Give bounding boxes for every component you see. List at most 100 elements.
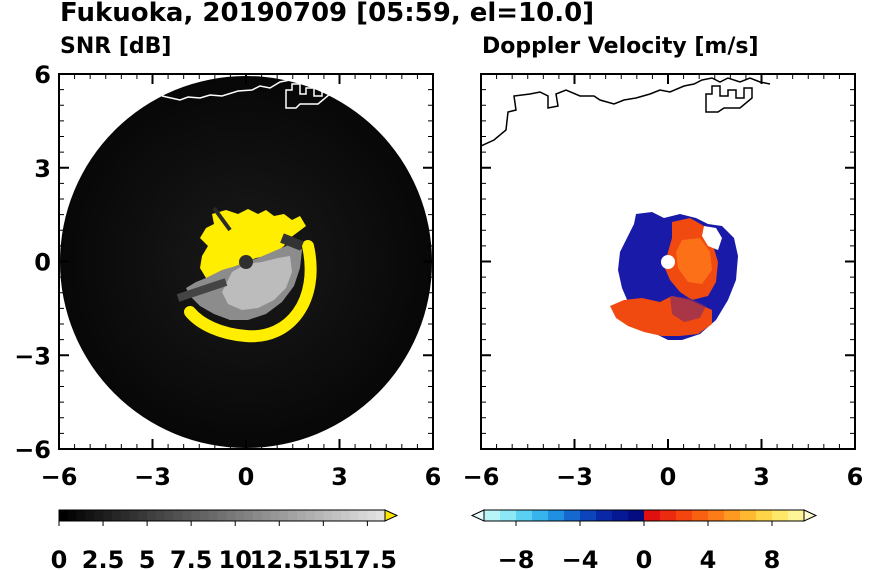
doppler-colorbar-swatch [644,510,661,521]
snr-colorbar-swatch [164,510,175,521]
doppler-colorbar-swatch [676,510,693,521]
doppler-colorbar-swatch [532,510,549,521]
doppler-x-tick-label: −3 [556,463,593,491]
doppler-x-tick-label: −6 [463,463,500,491]
doppler-colorbar-extend-arrow-min [470,509,485,522]
snr-yellow-ring [184,240,317,343]
doppler-radar-site [661,255,675,269]
doppler-colorbar-swatch [660,510,677,521]
snr-colorbar-swatch [252,510,263,521]
snr-x-tick-label: −6 [41,463,78,491]
doppler-colorbar-label: −8 [498,546,535,570]
doppler-colorbar-swatch [628,510,645,521]
snr-colorbar-swatch [138,510,148,521]
doppler-colorbar-swatch [548,510,565,521]
doppler-colorbar-swatch [724,510,741,521]
doppler-colorbar-label: −4 [562,546,599,570]
snr-colorbar-label: 10 [219,546,252,570]
snr-colorbar-swatch [155,510,166,521]
snr-axis-ticks: −6 −3 0 3 6 6 3 0 −3 −6 [14,61,441,491]
snr-colorbar-swatch [85,510,95,521]
snr-y-tick-label: −6 [14,436,51,464]
snr-y-tick-label: 6 [34,61,51,89]
snr-colorbar-swatch [376,510,386,521]
snr-colorbar-swatch [349,510,360,521]
snr-colorbar-swatch [94,510,104,521]
snr-colorbar-swatch [226,510,236,521]
snr-colorbar-swatch [314,510,324,521]
snr-colorbar-swatch [129,510,139,521]
figure-title: Fukuoka, 20190709 [05:59, el=10.0] [60,0,595,28]
snr-colorbar-swatch [288,510,298,521]
snr-dark-streak-nw [212,206,232,232]
doppler-colorbar-swatch [756,510,773,521]
snr-colorbar-swatch [199,510,210,521]
snr-colorbar-swatch [323,510,333,521]
doppler-colorbar-swatch [772,510,789,521]
doppler-colorbar-swatch [564,510,581,521]
snr-colorbar-label: 17.5 [338,546,397,570]
snr-x-tick-label: 6 [425,463,442,491]
doppler-colorbar-swatch [484,510,501,521]
snr-y-tick-label: −3 [14,342,51,370]
snr-colorbar-swatch [173,510,183,521]
snr-colorbar-swatch [279,510,289,521]
snr-colorbar-swatch [147,510,157,521]
snr-colorbar-swatch [111,510,122,521]
snr-radar-site [239,255,253,269]
doppler-colorbar-extend-arrow-max [803,509,818,522]
snr-colorbar-swatch [270,510,280,521]
snr-colorbar-swatch [358,510,368,521]
doppler-x-tick-label: 3 [753,463,770,491]
snr-colorbar-label: 15 [307,546,340,570]
snr-plot-area [58,73,434,450]
snr-colorbar-swatch [182,510,192,521]
snr-x-tick-label: −3 [134,463,171,491]
snr-y-tick-label: 0 [34,249,51,277]
snr-colorbar-label: 12.5 [250,546,309,570]
snr-colorbar-swatch [305,510,316,521]
doppler-colorbar-swatch [596,510,613,521]
doppler-colorbar-swatch [612,510,629,521]
snr-colorbar-swatch [244,510,254,521]
doppler-colorbar-swatch [708,510,725,521]
snr-x-tick-label: 3 [331,463,348,491]
doppler-colorbar: −8 −4 0 4 8 [470,509,818,570]
snr-x-tick-label: 0 [238,463,255,491]
snr-gray-echo-light [222,256,292,310]
snr-panel-title: SNR [dB] [60,34,172,59]
doppler-coastline [481,77,771,147]
snr-colorbar-swatch [191,510,201,521]
snr-colorbar-swatch [120,510,130,521]
doppler-colorbar-swatch [500,510,517,521]
doppler-colorbar-swatch [516,510,533,521]
doppler-positive-highlight [676,238,712,284]
snr-colorbar-swatch [217,510,227,521]
snr-colorbar-label: 7.5 [170,546,213,570]
doppler-colorbar-label: 0 [636,546,653,570]
snr-colorbar-label: 0 [51,546,68,570]
snr-colorbar-frame [58,509,386,522]
doppler-coastline-pier [705,85,753,113]
snr-coastline-pier [285,83,331,109]
snr-y-tick-label: 3 [34,155,51,183]
snr-colorbar-swatch [340,510,351,521]
snr-colorbar-swatch [296,510,307,521]
doppler-panel-title: Doppler Velocity [m/s] [482,34,759,59]
snr-dark-streak-w [176,278,228,302]
snr-colorbar-swatch [261,510,271,521]
doppler-colorbar-swatch [692,510,709,521]
snr-colorbar-swatch [332,510,342,521]
snr-colorbar-extend-arrow [384,509,399,522]
snr-colorbar-swatch [208,510,219,521]
doppler-colorbar-swatch [740,510,757,521]
doppler-axis-ticks: −6 −3 0 3 6 [463,73,863,491]
doppler-mixed-speckle [670,296,706,322]
doppler-missing-wedge [702,226,722,250]
doppler-colorbar-swatch [580,510,597,521]
doppler-x-tick-label: 0 [660,463,677,491]
snr-dark-streak-ne [280,233,304,251]
snr-colorbar-swatch [235,510,245,521]
snr-colorbar-swatch [59,510,69,521]
